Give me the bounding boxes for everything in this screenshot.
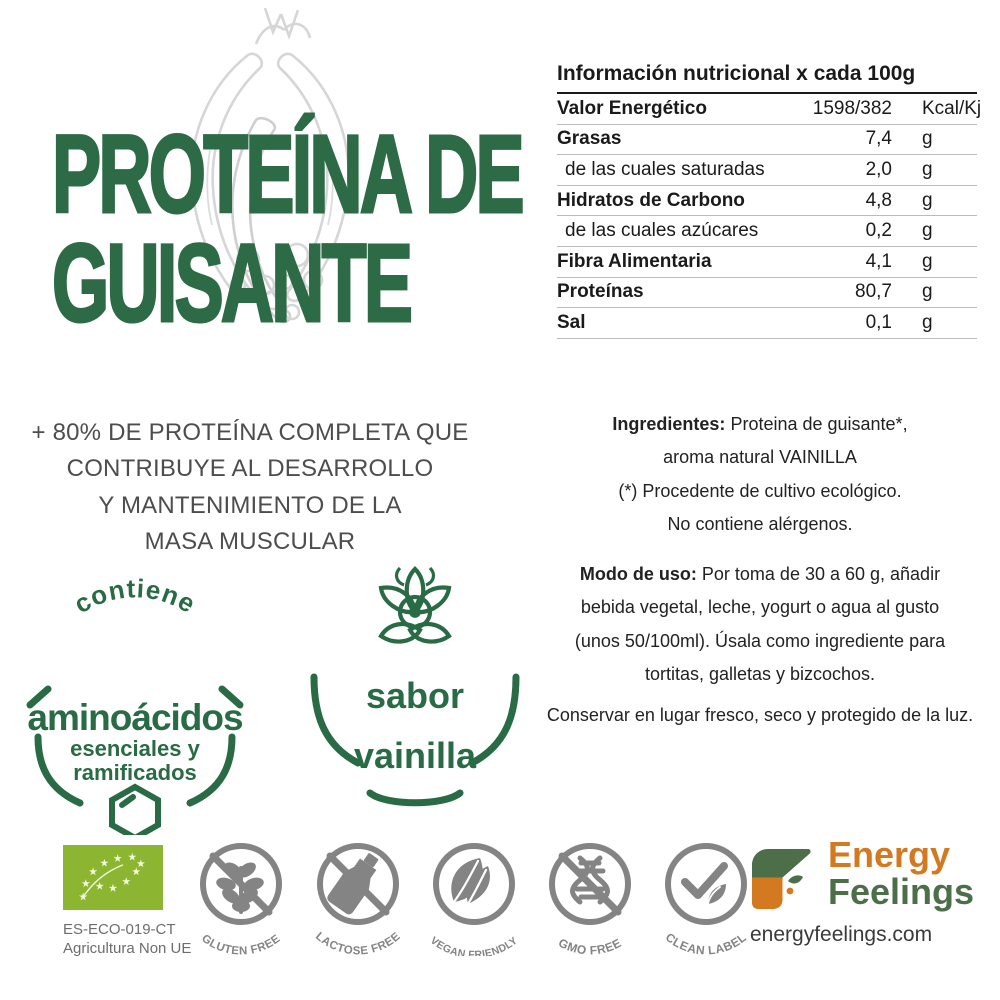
svg-text:VEGAN FRIENDLY: VEGAN FRIENDLY <box>428 935 520 956</box>
svg-text:GMO FREE: GMO FREE <box>556 936 624 956</box>
svg-text:CLEAN LABEL: CLEAN LABEL <box>663 930 749 956</box>
svg-text:GLUTEN FREE: GLUTEN FREE <box>199 933 283 956</box>
svg-text:ramificados: ramificados <box>73 760 197 785</box>
svg-text:aminoácidos: aminoácidos <box>27 697 243 738</box>
svg-text:esenciales y: esenciales y <box>70 736 200 761</box>
svg-text:vainilla: vainilla <box>354 735 477 776</box>
svg-text:sabor: sabor <box>366 675 464 716</box>
svg-text:LACTOSE FREE: LACTOSE FREE <box>313 930 403 956</box>
svg-text:contiene: contiene <box>69 573 202 619</box>
